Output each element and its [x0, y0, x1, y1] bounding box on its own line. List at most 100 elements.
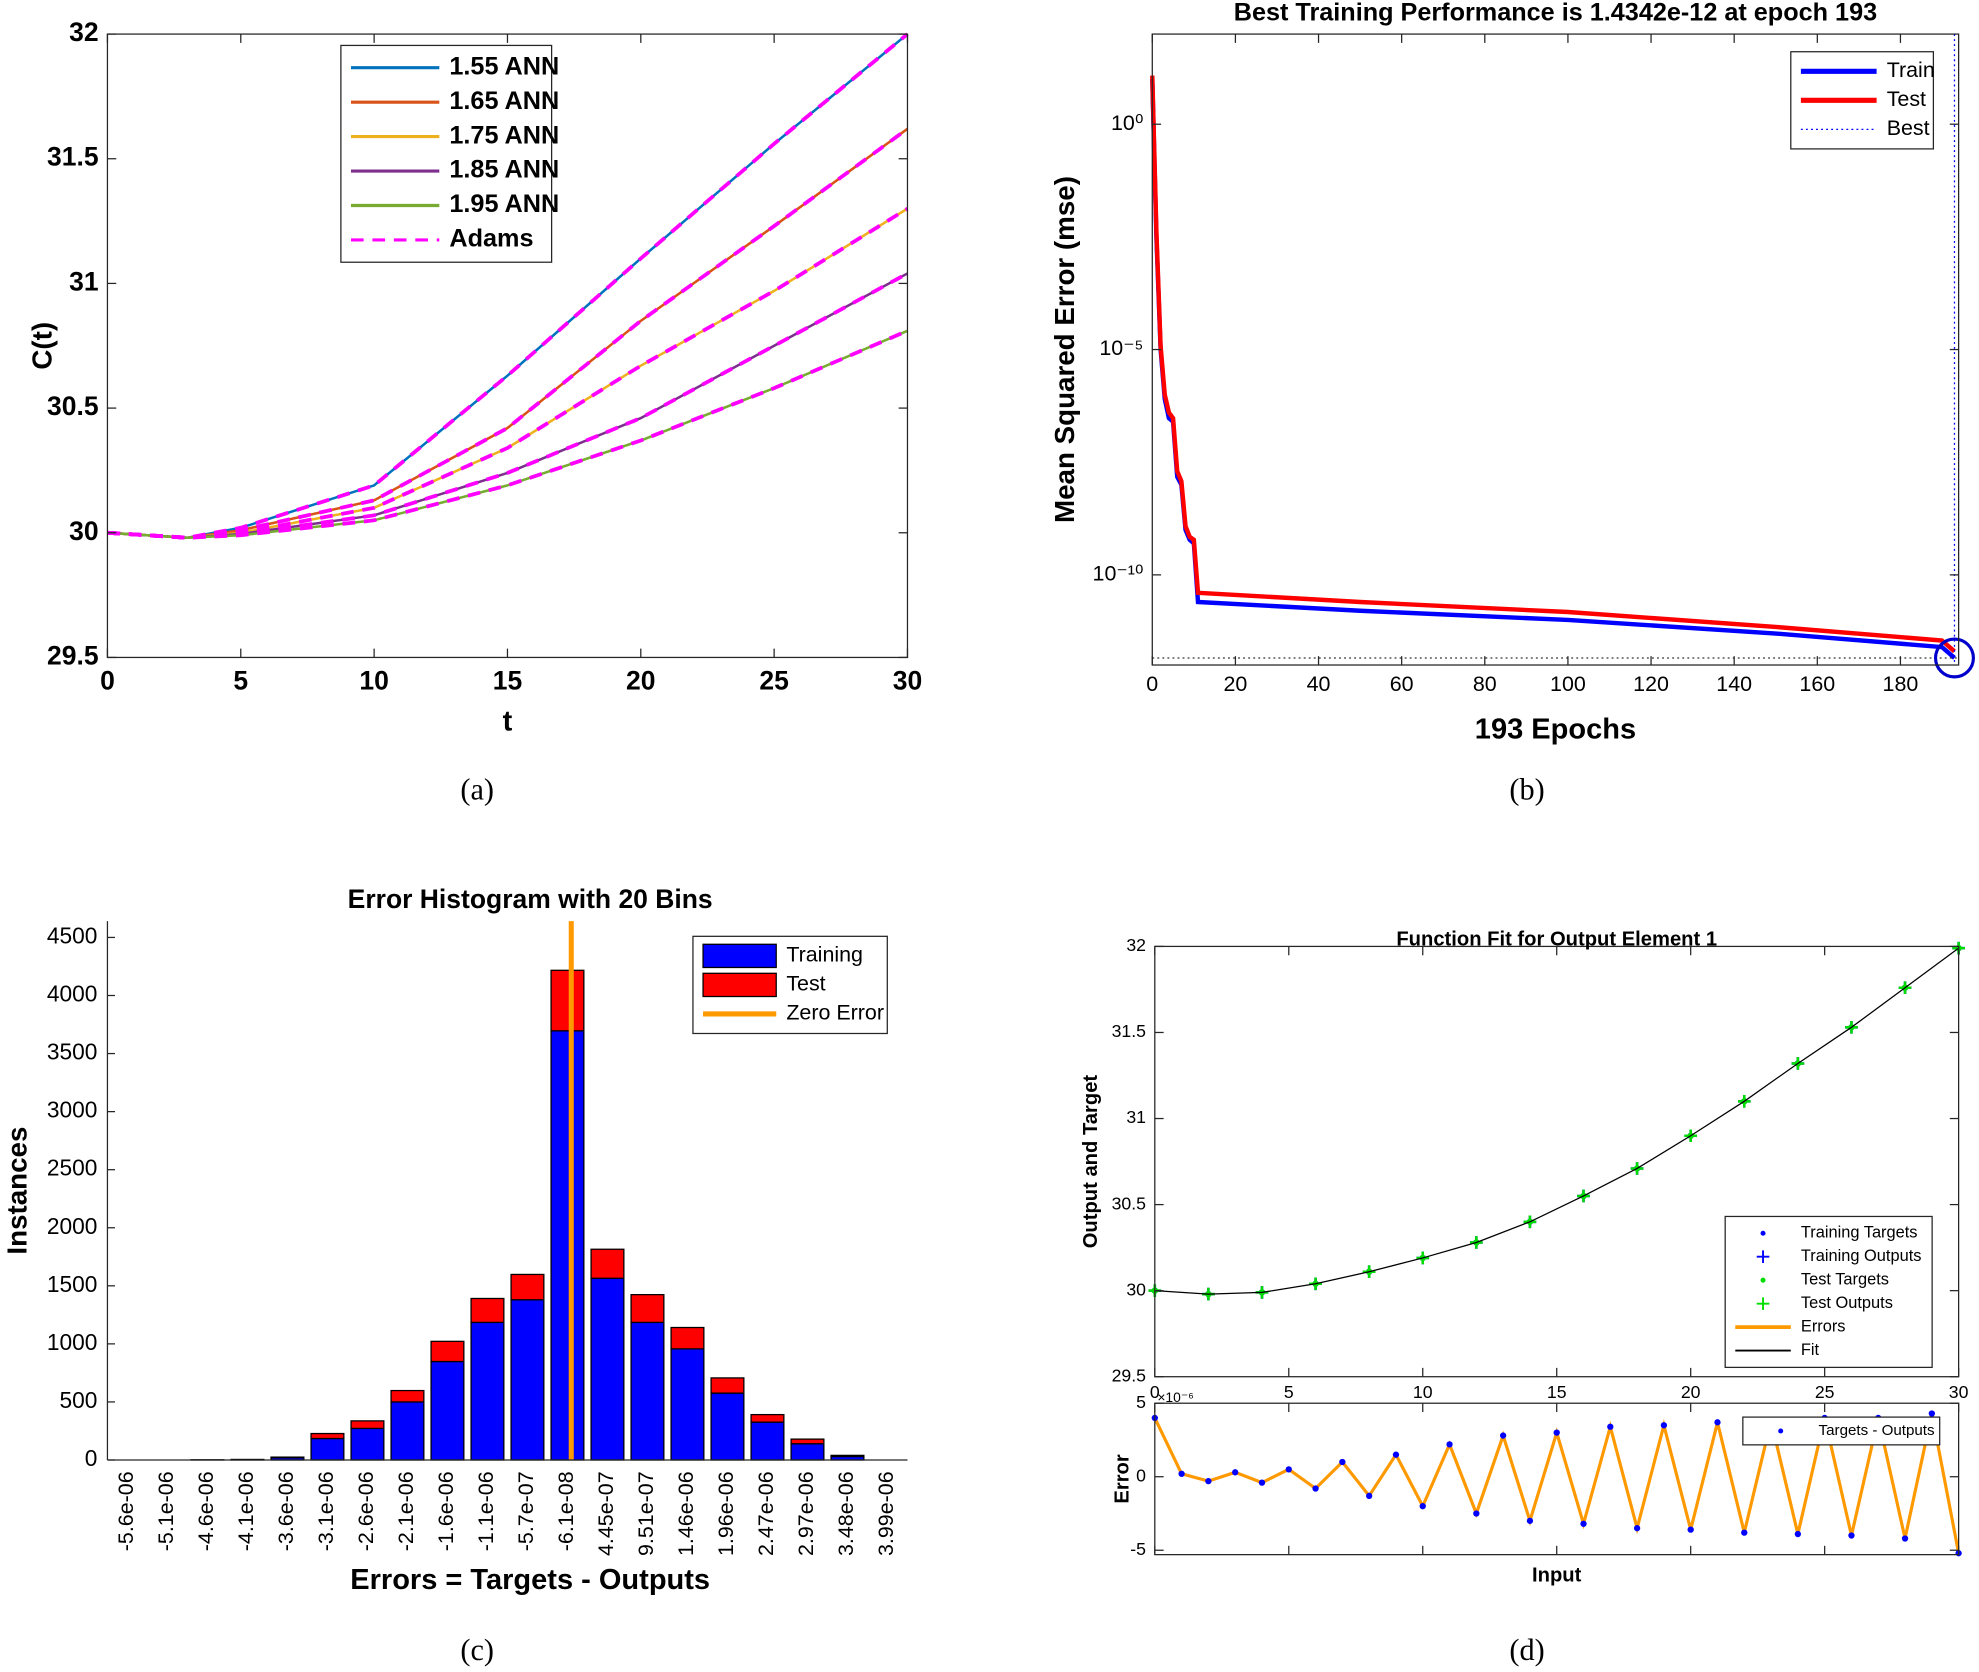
legend-label: 1.85 ANN — [449, 156, 559, 184]
error-point — [1258, 1479, 1266, 1486]
legend-swatch — [702, 972, 777, 998]
error-point — [1741, 1529, 1748, 1536]
y-tick-label: 0 — [1136, 1465, 1146, 1485]
bar-segment — [590, 1248, 625, 1279]
chart-title: Best Training Performance is 1.4342e-12 … — [1234, 0, 1877, 27]
x-tick-label: 10 — [359, 666, 388, 696]
x-axis-label: Errors = Targets - Outputs — [350, 1564, 710, 1596]
y-axis-label: Instances — [1, 1127, 32, 1255]
bar-segment — [510, 1299, 545, 1461]
x-tick-label: 100 — [1550, 672, 1586, 696]
y-tick-label: 30.5 — [47, 391, 99, 421]
error-point — [1848, 1532, 1855, 1539]
error-point — [1366, 1492, 1373, 1499]
x-tick-label: 25 — [1815, 1382, 1835, 1402]
legend-label: Test — [786, 972, 825, 996]
y-axis-label: Mean Squared Error (mse) — [1049, 176, 1080, 523]
y-axis-label: Output and Target — [1080, 1075, 1102, 1249]
bar-segment — [350, 1427, 385, 1461]
x-tick-label: 60 — [1390, 672, 1414, 696]
legend-label: Errors — [1801, 1317, 1846, 1335]
y-tick-label: 30 — [69, 516, 98, 546]
bar-segment — [670, 1326, 705, 1350]
error-point — [1553, 1429, 1560, 1436]
panel-caption: (c) — [460, 1633, 494, 1667]
bar-segment — [750, 1421, 785, 1461]
y-tick-label: 29.5 — [1112, 1365, 1147, 1385]
y-tick-label: 4000 — [47, 980, 98, 1006]
x-tick-label: 180 — [1883, 672, 1919, 696]
x-tick-label: 40 — [1307, 672, 1331, 696]
bar-segment — [510, 1273, 545, 1301]
bar-segment — [590, 1277, 625, 1461]
legend-swatch — [1760, 1230, 1766, 1236]
bar-segment — [630, 1321, 665, 1461]
x-tick-label: 0 — [100, 666, 115, 696]
x-tick-label: -2.1e-06 — [394, 1471, 418, 1551]
y-tick-label: 3500 — [47, 1039, 98, 1065]
x-axis-label: t — [503, 706, 513, 738]
bar-segment — [550, 1030, 585, 1461]
x-tick-label: 160 — [1799, 672, 1835, 696]
x-tick-label: 3.48e-06 — [834, 1471, 858, 1556]
legend-label: Test Outputs — [1801, 1294, 1893, 1312]
bar-segment — [270, 1456, 305, 1459]
x-tick-label: 1.46e-06 — [674, 1471, 698, 1556]
y-tick-label: 31 — [69, 266, 98, 296]
legend-label: 1.95 ANN — [449, 190, 559, 218]
x-tick-label: 25 — [759, 666, 788, 696]
y-tick-label: 3000 — [47, 1097, 98, 1123]
legend-label: Training Targets — [1801, 1224, 1918, 1242]
x-tick-label: 1.96e-06 — [714, 1471, 738, 1556]
x-tick-label: 15 — [493, 666, 522, 696]
y-tick-label: 10⁰ — [1111, 111, 1143, 135]
error-point — [1499, 1432, 1507, 1439]
bar-segment — [710, 1377, 745, 1394]
bar-segment — [430, 1340, 465, 1363]
x-tick-label: 2.47e-06 — [754, 1471, 778, 1556]
legend-box — [1742, 1416, 1941, 1446]
y-tick-label: 2500 — [47, 1155, 98, 1181]
y-tick-label: 1000 — [47, 1329, 98, 1355]
legend-label: 1.75 ANN — [449, 121, 559, 149]
x-tick-label: -1.6e-06 — [434, 1471, 458, 1551]
y-tick-label: 10⁻⁵ — [1099, 336, 1143, 360]
error-point — [1205, 1477, 1212, 1485]
y-tick-label: 30 — [1126, 1279, 1146, 1299]
x-tick-label: -5.1e-06 — [154, 1471, 178, 1551]
x-tick-label: -4.6e-06 — [194, 1471, 218, 1551]
x-tick-label: 2.97e-06 — [794, 1471, 818, 1556]
error-point — [1928, 1410, 1935, 1417]
chart-title: Error Histogram with 20 Bins — [348, 884, 713, 914]
legend-label: 1.65 ANN — [449, 87, 559, 115]
error-point — [1419, 1502, 1426, 1510]
x-tick-label: 5 — [233, 666, 248, 696]
panel-caption: (d) — [1509, 1633, 1544, 1667]
y-tick-label: 32 — [1126, 935, 1146, 955]
legend-swatch — [1760, 1277, 1766, 1283]
y-tick-label: 29.5 — [47, 640, 99, 670]
error-point — [1339, 1458, 1346, 1466]
legend-swatch — [1756, 1297, 1770, 1310]
error-point — [1232, 1469, 1239, 1476]
y-tick-label: 31 — [1126, 1107, 1146, 1127]
y-tick-label: 4500 — [47, 922, 98, 948]
bar-segment — [630, 1294, 665, 1324]
bar-segment — [790, 1438, 825, 1445]
legend-box — [1724, 1215, 1933, 1369]
y-tick-label: 31.5 — [1112, 1021, 1147, 1041]
error-point — [1312, 1485, 1319, 1492]
x-axis-label: 193 Epochs — [1475, 713, 1636, 745]
legend-label: Train — [1887, 58, 1935, 82]
x-tick-label: 10 — [1413, 1382, 1433, 1402]
y-tick-label: 5 — [1136, 1392, 1146, 1412]
error-point — [1607, 1423, 1614, 1430]
bar-segment — [310, 1437, 345, 1461]
bar-segment — [470, 1321, 505, 1461]
x-tick-label: -3.1e-06 — [314, 1471, 338, 1551]
bar-segment — [430, 1360, 465, 1461]
x-tick-label: 0 — [1150, 1382, 1160, 1402]
series-line — [1150, 75, 1956, 654]
legend-label: Targets - Outputs — [1819, 1422, 1935, 1439]
